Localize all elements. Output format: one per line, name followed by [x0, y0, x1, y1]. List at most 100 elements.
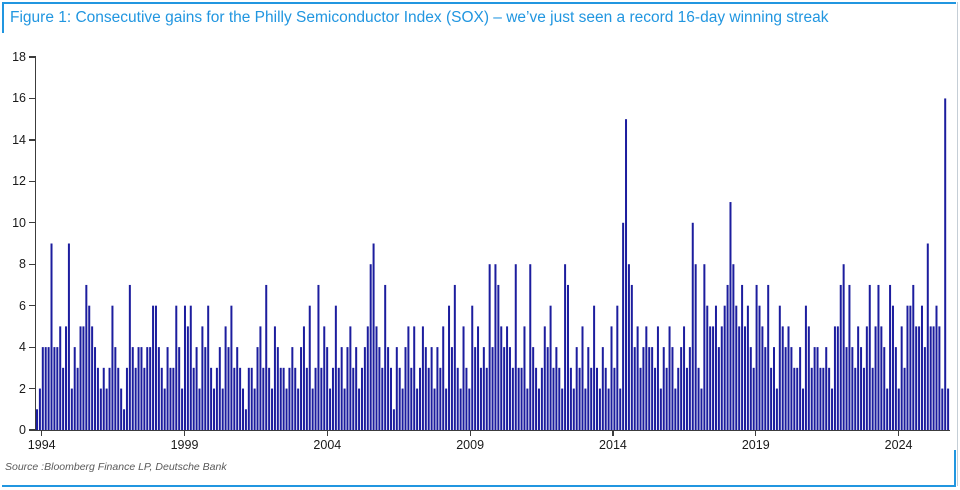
bar [201, 326, 204, 430]
bar [300, 347, 303, 430]
bar [743, 326, 746, 430]
bar [651, 347, 654, 430]
bar [581, 326, 584, 430]
bar [265, 284, 268, 430]
bar [555, 347, 558, 430]
bar [941, 388, 944, 430]
bar [360, 367, 363, 430]
bar [459, 388, 462, 430]
bar [630, 284, 633, 430]
figure-title: Figure 1: Consecutive gains for the Phil… [10, 9, 829, 26]
bar [578, 367, 581, 430]
bar [392, 409, 395, 430]
bar [186, 326, 189, 430]
bar [82, 326, 85, 430]
bar [523, 326, 526, 430]
bar [128, 284, 131, 430]
bar [915, 326, 918, 430]
bar [256, 347, 259, 430]
bar [230, 305, 233, 430]
bar [488, 264, 491, 430]
bar [683, 326, 686, 430]
bar [761, 326, 764, 430]
bar [448, 305, 451, 430]
bar [198, 388, 201, 430]
bar [314, 367, 317, 430]
bar [517, 367, 520, 430]
bar [775, 388, 778, 430]
bar [804, 305, 807, 430]
bar [157, 347, 160, 430]
y-tick [29, 97, 35, 100]
bar [79, 326, 82, 430]
bar [291, 347, 294, 430]
bar [778, 305, 781, 430]
bar [807, 326, 810, 430]
bar [85, 284, 88, 430]
bar [479, 367, 482, 430]
x-tick [897, 431, 900, 436]
frame-bottom-border [2, 485, 956, 488]
bar [204, 347, 207, 430]
bar [604, 367, 607, 430]
bar [709, 326, 712, 430]
bar [598, 388, 601, 430]
bar [181, 388, 184, 430]
bar [607, 388, 610, 430]
x-tick-label: 1999 [170, 438, 199, 452]
bar [828, 367, 831, 430]
bar [642, 347, 645, 430]
bar [343, 388, 346, 430]
bar [152, 305, 155, 430]
bar [923, 347, 926, 430]
bar [326, 347, 329, 430]
y-tick [29, 387, 35, 390]
bar [610, 326, 613, 430]
y-tick-label: 8 [19, 257, 26, 272]
bar [900, 326, 903, 430]
bar [236, 347, 239, 430]
bar [210, 367, 213, 430]
bar [436, 347, 439, 430]
bar [874, 326, 877, 430]
bar [224, 326, 227, 430]
bar [514, 264, 517, 430]
bar [247, 367, 250, 430]
y-tick [29, 346, 35, 348]
bar [868, 284, 871, 430]
bar [787, 326, 790, 430]
bar [491, 347, 494, 430]
bar [546, 347, 549, 430]
bar [465, 367, 468, 430]
bar [450, 347, 453, 430]
bar [56, 347, 59, 430]
bar [468, 388, 471, 430]
bar [886, 388, 889, 430]
bar [625, 119, 628, 430]
bar [674, 388, 677, 430]
bar [680, 347, 683, 430]
bar [947, 388, 950, 430]
bar [482, 347, 485, 430]
bar [802, 388, 805, 430]
bar [935, 305, 938, 430]
bar [503, 347, 506, 430]
bar [462, 326, 465, 430]
bar [172, 367, 175, 430]
bar [346, 347, 349, 430]
bar [38, 388, 41, 430]
frame-top-border [2, 2, 956, 5]
bar [593, 305, 596, 430]
bar [105, 388, 108, 430]
bar [790, 347, 793, 430]
bar [166, 347, 169, 430]
bar [903, 367, 906, 430]
bar [384, 284, 387, 430]
bar [331, 367, 334, 430]
bar [424, 347, 427, 430]
bar [552, 367, 555, 430]
x-tick-label: 2014 [599, 438, 627, 452]
bar [773, 347, 775, 430]
bar [59, 326, 62, 430]
bar [221, 388, 224, 430]
